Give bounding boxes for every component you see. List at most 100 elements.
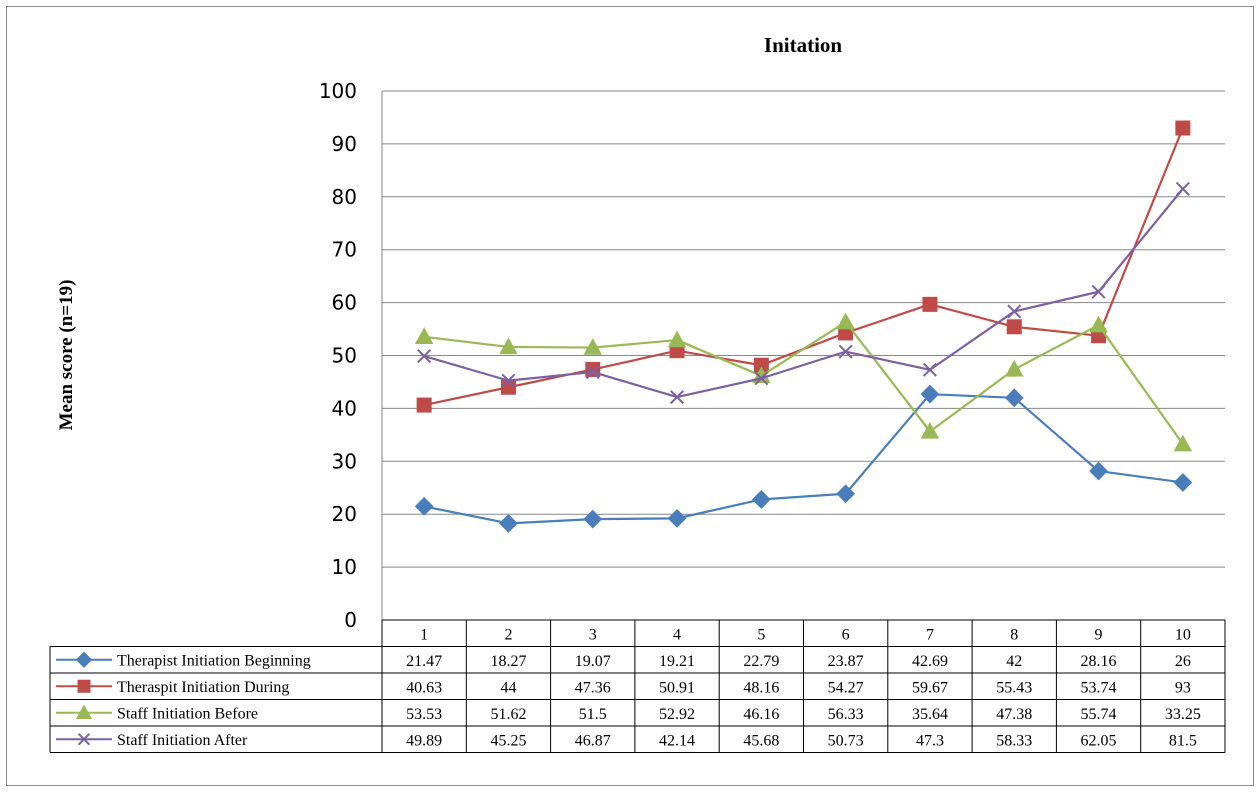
series-group	[414, 312, 1193, 452]
data-point	[583, 338, 602, 355]
data-label: 81.5	[1169, 732, 1197, 749]
legend-label: Staff Initiation Before	[117, 705, 258, 722]
legend-label: Therapist Initiation Beginning	[117, 652, 311, 669]
legend-label: Theraspit Initiation During	[117, 679, 289, 696]
gridlines	[381, 90, 1225, 620]
y-tick-label: 10	[332, 555, 357, 579]
y-tick-label: 70	[332, 238, 357, 262]
y-tick-label: 50	[332, 344, 357, 368]
data-label: 28.16	[1081, 653, 1117, 670]
data-point	[1175, 120, 1191, 136]
data-label: 51.5	[579, 706, 607, 723]
marker-stroke	[922, 362, 937, 377]
data-label: 44	[500, 679, 516, 696]
marker-stroke	[417, 349, 432, 364]
data-label: 19.21	[659, 653, 695, 670]
x-category-label: 10	[1175, 626, 1191, 643]
series-line	[423, 127, 1184, 407]
data-label: 18.27	[490, 653, 526, 670]
data-label: 47.3	[916, 732, 944, 749]
marker-stroke	[838, 344, 853, 359]
data-label: 50.73	[828, 732, 864, 749]
data-label: 49.89	[406, 732, 442, 749]
data-label: 93	[1175, 679, 1191, 696]
data-label: 50.91	[659, 679, 695, 696]
data-point	[754, 371, 769, 386]
data-point	[499, 337, 518, 355]
data-point	[414, 497, 434, 516]
y-tick-label: 60	[332, 291, 357, 315]
chart-title: Initation	[764, 33, 843, 57]
marker-stroke	[754, 371, 769, 386]
data-label: 59.67	[912, 679, 948, 696]
data-point	[500, 379, 516, 395]
series-line	[423, 188, 1184, 399]
x-category-label: 7	[926, 626, 934, 643]
data-label: 54.27	[828, 679, 864, 696]
data-label: 19.07	[575, 653, 611, 670]
data-point	[922, 362, 937, 377]
data-label: 53.74	[1081, 679, 1117, 696]
data-point	[1005, 359, 1024, 377]
x-category-label: 3	[589, 626, 597, 643]
data-point	[585, 365, 600, 380]
legend-marker	[75, 651, 93, 668]
data-point	[1004, 388, 1024, 408]
data-point	[1175, 181, 1190, 196]
y-tick-label: 30	[332, 449, 357, 473]
data-point	[583, 509, 603, 529]
data-point	[501, 373, 516, 388]
x-category-label: 2	[504, 626, 512, 643]
data-point	[667, 330, 687, 348]
x-category-label: 6	[842, 626, 850, 643]
data-point	[922, 296, 938, 312]
data-table: 1 2 3 4 5 6 7 8 9 10 Therapist Initiation Beginnin…	[49, 619, 1226, 753]
data-label: 62.05	[1081, 732, 1117, 749]
data-point	[836, 312, 855, 330]
data-label: 26	[1175, 653, 1191, 670]
data-label: 40.63	[406, 679, 442, 696]
data-point	[920, 422, 940, 439]
legend-marker	[77, 733, 91, 746]
data-point	[1007, 304, 1022, 319]
data-label: 53.53	[406, 706, 442, 723]
y-tick-label: 100	[319, 79, 357, 103]
data-point	[838, 344, 853, 359]
legend-label: Staff Initiation After	[117, 732, 248, 749]
data-label: 46.16	[743, 706, 779, 723]
data-point	[667, 508, 687, 528]
data-point	[751, 490, 771, 509]
data-label: 55.74	[1081, 706, 1117, 723]
x-category-label: 8	[1010, 626, 1018, 643]
data-label: 21.47	[406, 653, 442, 670]
x-category-label: 1	[420, 626, 428, 643]
x-category-label: 4	[673, 626, 681, 643]
data-point	[1173, 473, 1193, 492]
data-label: 55.43	[996, 679, 1032, 696]
data-label: 58.33	[996, 732, 1032, 749]
legend-marker	[75, 704, 93, 720]
marker-stroke	[585, 365, 600, 380]
data-label: 42.69	[912, 653, 948, 670]
y-tick-label: 80	[332, 185, 357, 209]
data-label: 52.92	[659, 706, 695, 723]
data-point	[499, 513, 518, 533]
series-group	[414, 384, 1193, 533]
y-tick-label: 0	[344, 608, 357, 632]
data-label: 47.36	[575, 679, 611, 696]
data-point	[414, 327, 434, 345]
series-lines	[414, 120, 1193, 533]
data-point	[920, 384, 940, 404]
data-label: 45.25	[490, 732, 526, 749]
data-point	[1173, 434, 1193, 452]
data-label: 35.64	[912, 706, 948, 723]
y-axis-label: Mean score (n=19)	[56, 280, 77, 431]
data-label: 51.62	[490, 706, 526, 723]
data-point	[1091, 284, 1106, 299]
marker-stroke	[77, 733, 91, 746]
marker-stroke	[1091, 284, 1106, 299]
series-line	[423, 393, 1183, 525]
x-category-label: 9	[1095, 626, 1103, 643]
x-category-label: 5	[757, 626, 765, 643]
